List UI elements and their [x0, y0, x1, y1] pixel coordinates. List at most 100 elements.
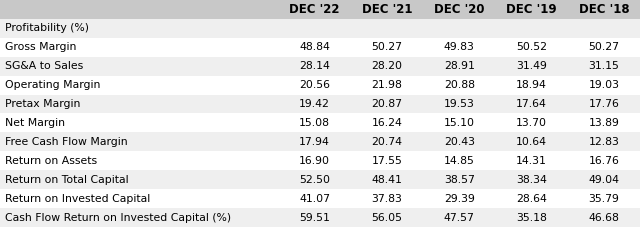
- Bar: [0, 132, 278, 151]
- Bar: [423, 57, 495, 76]
- Bar: [278, 38, 351, 57]
- Text: Cash Flow Return on Invested Capital (%): Cash Flow Return on Invested Capital (%): [5, 212, 231, 222]
- Text: 14.85: 14.85: [444, 156, 475, 166]
- Text: 49.83: 49.83: [444, 42, 475, 52]
- Text: 20.56: 20.56: [299, 80, 330, 90]
- Bar: [423, 114, 495, 132]
- Bar: [278, 19, 351, 38]
- Bar: [495, 0, 568, 19]
- Bar: [568, 19, 640, 38]
- Text: 13.89: 13.89: [588, 118, 620, 128]
- Text: Pretax Margin: Pretax Margin: [5, 99, 81, 109]
- Text: 19.53: 19.53: [444, 99, 475, 109]
- Bar: [0, 57, 278, 76]
- Text: 46.68: 46.68: [588, 212, 620, 222]
- Text: 10.64: 10.64: [516, 137, 547, 147]
- Text: 15.10: 15.10: [444, 118, 475, 128]
- Bar: [495, 189, 568, 208]
- Bar: [351, 0, 423, 19]
- Bar: [568, 57, 640, 76]
- Bar: [351, 76, 423, 95]
- Text: 18.94: 18.94: [516, 80, 547, 90]
- Bar: [423, 151, 495, 170]
- Bar: [0, 19, 278, 38]
- Text: Return on Total Capital: Return on Total Capital: [5, 175, 129, 185]
- Bar: [0, 38, 278, 57]
- Bar: [0, 170, 278, 189]
- Text: 28.64: 28.64: [516, 194, 547, 204]
- Bar: [278, 189, 351, 208]
- Bar: [351, 114, 423, 132]
- Text: SG&A to Sales: SG&A to Sales: [5, 61, 83, 71]
- Text: Profitability (%): Profitability (%): [5, 23, 89, 33]
- Bar: [0, 0, 640, 19]
- Text: 37.83: 37.83: [371, 194, 403, 204]
- Bar: [423, 208, 495, 227]
- Text: 56.05: 56.05: [371, 212, 403, 222]
- Text: 35.18: 35.18: [516, 212, 547, 222]
- Text: Free Cash Flow Margin: Free Cash Flow Margin: [5, 137, 127, 147]
- Bar: [495, 151, 568, 170]
- Text: DEC '22: DEC '22: [289, 3, 340, 16]
- Bar: [495, 76, 568, 95]
- Bar: [0, 151, 278, 170]
- Text: 48.84: 48.84: [299, 42, 330, 52]
- Bar: [423, 0, 495, 19]
- Bar: [568, 95, 640, 114]
- Bar: [423, 95, 495, 114]
- Bar: [0, 95, 278, 114]
- Bar: [0, 114, 278, 132]
- Bar: [495, 132, 568, 151]
- Bar: [351, 170, 423, 189]
- Text: 13.70: 13.70: [516, 118, 547, 128]
- Text: 59.51: 59.51: [299, 212, 330, 222]
- Bar: [423, 189, 495, 208]
- Bar: [278, 57, 351, 76]
- Bar: [495, 19, 568, 38]
- Bar: [351, 151, 423, 170]
- Text: DEC '19: DEC '19: [506, 3, 557, 16]
- Text: 19.03: 19.03: [588, 80, 620, 90]
- Bar: [568, 76, 640, 95]
- Text: 20.74: 20.74: [371, 137, 403, 147]
- Text: Return on Invested Capital: Return on Invested Capital: [5, 194, 150, 204]
- Text: 49.04: 49.04: [588, 175, 620, 185]
- Text: Operating Margin: Operating Margin: [5, 80, 100, 90]
- Text: DEC '21: DEC '21: [362, 3, 412, 16]
- Bar: [351, 57, 423, 76]
- Text: 50.52: 50.52: [516, 42, 547, 52]
- Bar: [351, 189, 423, 208]
- Bar: [495, 57, 568, 76]
- Bar: [568, 189, 640, 208]
- Bar: [351, 38, 423, 57]
- Text: 21.98: 21.98: [371, 80, 403, 90]
- Text: 17.76: 17.76: [588, 99, 620, 109]
- Bar: [423, 132, 495, 151]
- Bar: [278, 95, 351, 114]
- Text: 19.42: 19.42: [299, 99, 330, 109]
- Text: 29.39: 29.39: [444, 194, 475, 204]
- Bar: [278, 0, 351, 19]
- Bar: [568, 114, 640, 132]
- Bar: [278, 170, 351, 189]
- Text: 17.64: 17.64: [516, 99, 547, 109]
- Text: 31.49: 31.49: [516, 61, 547, 71]
- Text: 20.88: 20.88: [444, 80, 475, 90]
- Text: 16.90: 16.90: [299, 156, 330, 166]
- Bar: [351, 208, 423, 227]
- Bar: [495, 170, 568, 189]
- Text: 50.27: 50.27: [588, 42, 620, 52]
- Text: 48.41: 48.41: [371, 175, 403, 185]
- Text: 38.57: 38.57: [444, 175, 475, 185]
- Bar: [568, 0, 640, 19]
- Text: 16.24: 16.24: [371, 118, 403, 128]
- Bar: [568, 170, 640, 189]
- Text: 20.43: 20.43: [444, 137, 475, 147]
- Text: 47.57: 47.57: [444, 212, 475, 222]
- Bar: [351, 132, 423, 151]
- Bar: [278, 114, 351, 132]
- Bar: [495, 208, 568, 227]
- Text: 15.08: 15.08: [299, 118, 330, 128]
- Text: 17.55: 17.55: [371, 156, 403, 166]
- Bar: [278, 76, 351, 95]
